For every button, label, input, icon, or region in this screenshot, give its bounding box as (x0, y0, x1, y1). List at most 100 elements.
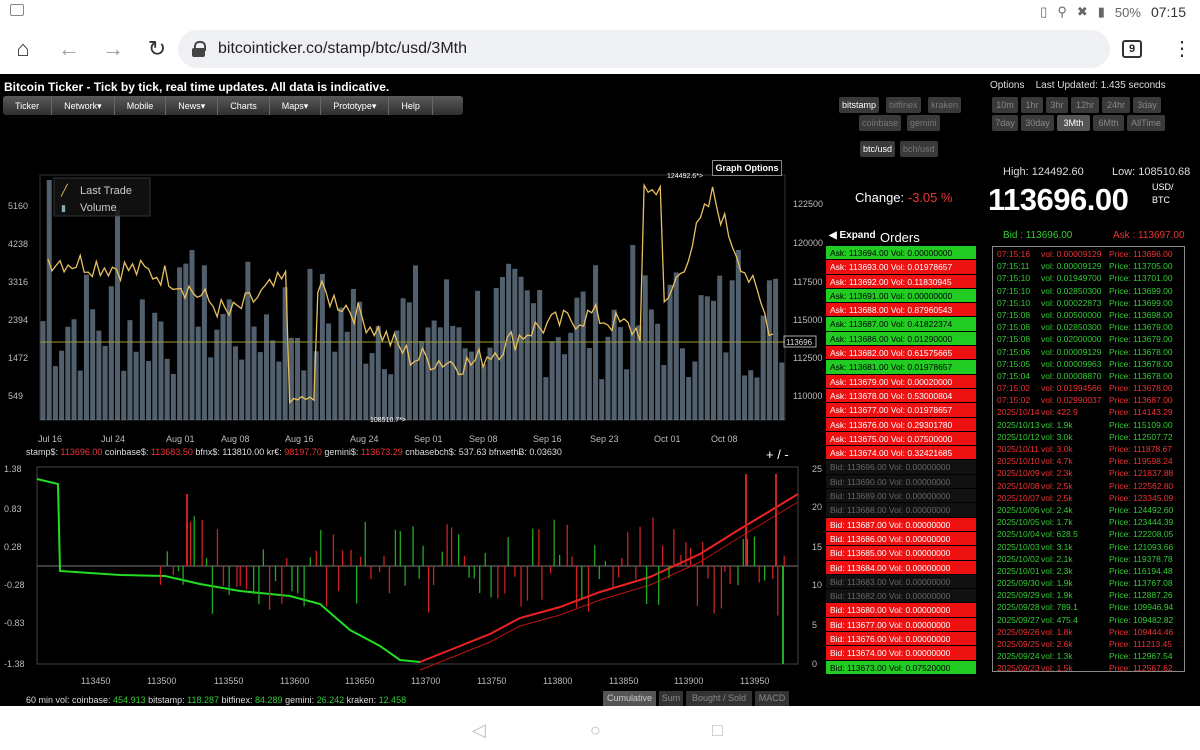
back-icon[interactable]: ← (58, 36, 80, 61)
trade-v: vol: 3.0k (1041, 444, 1073, 454)
period-3day[interactable]: 3day (1133, 97, 1161, 113)
exchange-bitstamp[interactable]: bitstamp (839, 97, 880, 113)
trade-t: 07:15:02 (997, 395, 1031, 406)
volume-bar (46, 180, 52, 420)
reload-icon[interactable]: ↻ (147, 36, 167, 61)
ticker-value: 98197.70 (284, 447, 325, 457)
address-bar[interactable]: bitcointicker.co/stamp/btc/usd/3Mth (178, 30, 1110, 68)
nav-help[interactable]: Help (389, 96, 433, 115)
trade-v: vol: 475.4 (1041, 614, 1078, 625)
volume-bar (195, 326, 201, 420)
system-recents-icon[interactable]: □ (712, 720, 723, 740)
tab-cumulative[interactable]: Cumulative (603, 691, 656, 706)
period-6mth[interactable]: 6Mth (1093, 115, 1124, 131)
system-home-icon[interactable]: ○ (590, 720, 601, 740)
tab-count-button[interactable]: 9 (1122, 40, 1142, 58)
period-24hr[interactable]: 24hr (1102, 97, 1130, 113)
trade-row: 2025/09/27 vol: 475.4 Price: 109482.82 (993, 614, 1184, 626)
tab-bought-sold[interactable]: Bought / Sold (686, 691, 752, 706)
trade-row: 07:15:16 vol: 0.00009129 Price: 113696.00 (993, 248, 1184, 260)
period-10m[interactable]: 10m (992, 97, 1018, 113)
trade-t: 07:15:08 (997, 334, 1031, 345)
order-row: Bid: 113687.00 Vol: 0.00000000 (826, 517, 976, 532)
trade-p: Price: 113705.00 (1109, 261, 1173, 272)
trade-p: Price: 109482.82 (1109, 614, 1174, 625)
exchange-gemini[interactable]: gemini (907, 115, 940, 131)
pair-btc-usd[interactable]: btc/usd (860, 141, 896, 157)
period-alltime[interactable]: AllTime (1127, 115, 1165, 131)
nav-maps[interactable]: Maps▾ (270, 96, 322, 115)
volume-bar (226, 299, 232, 420)
trade-v: vol: 0.00009129 (1041, 346, 1102, 357)
nav-charts[interactable]: Charts (218, 96, 270, 115)
exchange-kraken[interactable]: kraken (928, 97, 962, 113)
trade-row: 2025/09/30 vol: 1.9k Price: 113767.08 (993, 577, 1184, 589)
options-link[interactable]: Options (990, 80, 1025, 91)
more-menu-icon[interactable]: ⋮ (1172, 38, 1192, 60)
zoom-toggle[interactable]: + / - (766, 447, 789, 462)
order-row: Ask: 113691.00 Vol: 0.00000000 (826, 288, 976, 304)
period-1hr[interactable]: 1hr (1021, 97, 1043, 113)
period-12hr[interactable]: 12hr (1071, 97, 1099, 113)
ticker-label: coinbase$: (104, 447, 151, 457)
tab-sum[interactable]: Sum (659, 691, 683, 706)
graph-options-button[interactable]: Graph Options (712, 160, 782, 176)
volume-bar (220, 313, 226, 420)
trade-p: Price: 112567.62 (1109, 663, 1173, 674)
order-row: Bid: 113690.00 Vol: 0.00000000 (826, 474, 976, 490)
period-3mth[interactable]: 3Mth (1057, 115, 1090, 131)
volume-bar (164, 358, 170, 420)
trade-row: 07:15:08 vol: 0.02850300 Price: 113679.00 (993, 321, 1184, 333)
nav-ticker[interactable]: Ticker (3, 96, 53, 115)
trade-v: vol: 2.6k (1041, 639, 1073, 649)
trade-row: 2025/10/03 vol: 3.1k Price: 121093.66 (993, 541, 1184, 553)
period-30day[interactable]: 30day (1021, 115, 1054, 131)
nav-news[interactable]: News▾ (166, 96, 219, 115)
unit-usd: USD/ (1152, 182, 1174, 192)
depth-x-tick: 113450 (81, 676, 110, 686)
system-back-icon[interactable]: ◁ (472, 720, 486, 740)
forward-icon[interactable]: → (102, 36, 124, 61)
exchange-bitfinex[interactable]: bitfinex (886, 97, 921, 113)
unit-btc: BTC (1152, 195, 1170, 205)
expand-button[interactable]: ◀ Expand (829, 230, 876, 241)
best-ask: Ask : 113697.00 (1113, 230, 1185, 241)
volume-bar (276, 361, 282, 420)
ticker-value: 113683.50 (150, 447, 196, 457)
exchange-coinbase[interactable]: coinbase (859, 115, 902, 131)
trade-t: 07:15:08 (997, 322, 1031, 333)
price-chart-right-tick: 112500 (793, 353, 822, 363)
nav-network[interactable]: Network▾ (52, 96, 115, 115)
trade-p: Price: 113767.08 (1109, 578, 1173, 589)
trade-row: 2025/10/12 vol: 3.0k Price: 112507.72 (993, 431, 1184, 443)
trade-v: vol: 0.00500000 (1041, 309, 1102, 320)
tab-macd[interactable]: MACD (755, 691, 789, 706)
trade-v: vol: 1.9k (1041, 419, 1073, 430)
volume-bar (133, 351, 139, 420)
browser-toolbar: ⌂ ← → ↻ bitcointicker.co/stamp/btc/usd/3… (0, 24, 1200, 74)
trade-p: Price: 114143.29 (1109, 407, 1173, 418)
period-7day[interactable]: 7day (992, 115, 1018, 131)
price-chart-x-tick: Sep 08 (469, 434, 498, 444)
ticker-value: 0.03630 (529, 447, 562, 457)
volume-value: 454.913 (113, 695, 149, 705)
trade-v: vol: 0.00022873 (1041, 297, 1102, 308)
price-chart-x-tick: Oct 01 (654, 434, 681, 444)
trade-p: Price: 113679.00 (1109, 334, 1173, 345)
volume-bar (562, 354, 568, 420)
trade-row: 07:15:02 vol: 0.02990037 Price: 113687.00 (993, 394, 1184, 406)
pair-bch-usd[interactable]: bch/usd (900, 141, 938, 157)
trade-t: 07:15:06 (997, 346, 1031, 357)
trade-t: 2025/10/10 (997, 456, 1040, 467)
volume-bar (735, 250, 741, 420)
volume-exchange: bitstamp: (148, 695, 188, 705)
volume-bar (704, 296, 710, 420)
nav-prototype[interactable]: Prototype▾ (321, 96, 390, 115)
period-3hr[interactable]: 3hr (1046, 97, 1068, 113)
trade-p: Price: 109946.94 (1109, 602, 1174, 613)
volume-bar (245, 261, 251, 420)
home-icon[interactable]: ⌂ (16, 36, 30, 61)
volume-bar (270, 340, 276, 420)
trade-v: vol: 1.9k (1041, 578, 1073, 589)
nav-mobile[interactable]: Mobile (115, 96, 167, 115)
